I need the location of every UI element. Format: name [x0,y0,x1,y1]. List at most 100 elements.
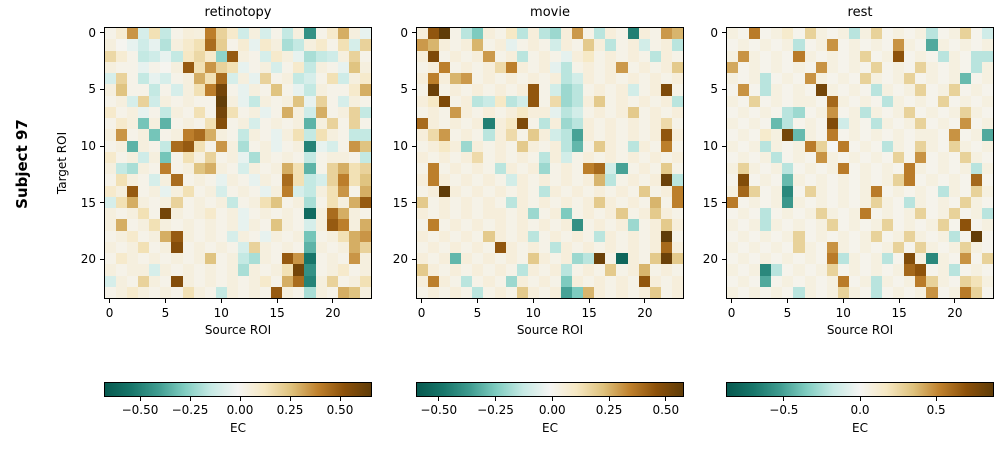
x-axis-label: Source ROI [826,323,894,337]
heatmap-cell [882,95,894,107]
heatmap-cell [105,50,117,62]
heatmap-cell [171,241,183,253]
heatmap-cell [461,140,473,152]
heatmap-cell [237,219,250,231]
heatmap-cell [727,230,739,242]
heatmap-cell [193,95,205,107]
x-tick-label: 0 [105,306,114,320]
x-tick-label: 15 [581,306,597,320]
heatmap-cell [638,163,650,175]
heatmap-cell [105,219,117,231]
heatmap-cell [605,106,617,118]
heatmap-cell [793,196,805,208]
heatmap-cell [527,28,539,40]
heatmap-cell [981,95,993,107]
heatmap-cell [760,95,772,107]
heatmap-cell [304,129,316,141]
heatmap-cell [149,129,161,141]
heatmap-cell [428,106,440,118]
heatmap-cell [215,118,227,130]
heatmap-cell [871,106,883,118]
heatmap-cell [138,264,150,276]
heatmap-cell [882,174,894,186]
heatmap-cell [893,219,905,231]
heatmap-cell [882,208,894,220]
heatmap-cell [271,50,283,62]
heatmap-cell [583,129,595,141]
heatmap-cell [671,219,683,231]
heatmap-cell [638,185,650,197]
heatmap-cell [594,61,606,73]
heatmap-cell [804,241,816,253]
heatmap-cell [249,39,261,51]
heatmap-cell [804,275,816,287]
heatmap-cell [260,151,272,163]
heatmap-cell [226,264,238,276]
heatmap-cell [516,253,528,265]
colorbar-label: EC [230,421,246,435]
heatmap-cell [105,241,117,253]
heatmap-cell [804,151,816,163]
heatmap-cell [749,253,761,265]
heatmap-cell [760,208,772,220]
heatmap-cell [837,106,849,118]
heatmap-cell [638,95,650,107]
heatmap-grid [104,27,372,299]
heatmap-cell [904,208,916,220]
heatmap-cell [771,208,783,220]
colorbar-gradient [104,382,372,397]
heatmap-cell [959,163,971,175]
heatmap-cell [249,241,261,253]
heatmap-cell [561,95,573,107]
heatmap-cell [904,219,916,231]
heatmap-cell [516,286,528,298]
colorbar-rest: EC −0.5 0.0 0.5 [726,382,994,435]
heatmap-cell [538,50,550,62]
heatmap-cell [848,219,860,231]
heatmap-cell [649,174,661,186]
heatmap-cell [616,95,628,107]
heatmap-cell [926,241,938,253]
heatmap-cell [461,286,473,298]
heatmap-cell [871,208,883,220]
heatmap-cell [893,151,905,163]
heatmap-cell [516,106,528,118]
y-tick-mark [412,145,416,147]
heatmap-cell [815,286,827,298]
heatmap-cell [127,219,139,231]
heatmap-cell [538,73,550,85]
heatmap-cell [594,95,606,107]
heatmap-cell [293,50,305,62]
heatmap-cell [782,39,794,51]
heatmap-cell [461,196,473,208]
heatmap-cell [915,106,927,118]
heatmap-cell [959,118,971,130]
heatmap-cell [171,219,183,231]
heatmap-cell [627,253,639,265]
heatmap-cell [583,28,595,40]
heatmap-cell [450,28,462,40]
heatmap-cell [483,95,495,107]
heatmap-cell [237,84,250,96]
heatmap-cell [237,50,250,62]
heatmap-cell [638,118,650,130]
heatmap-cell [871,151,883,163]
heatmap-cell [638,61,650,73]
heatmap-cell [793,118,805,130]
heatmap-cell [359,28,371,40]
heatmap-cell [771,106,783,118]
heatmap-cell [538,208,550,220]
heatmap-cell [859,95,872,107]
heatmap-cell [149,73,161,85]
colorbar-tick-label: 0.0 [850,403,870,417]
heatmap-cell [171,39,183,51]
heatmap-cell [293,185,305,197]
x-tick-mark [109,299,111,303]
heatmap-cell [738,140,750,152]
heatmap-cell [439,208,451,220]
heatmap-cell [915,84,927,96]
heatmap-cell [461,151,473,163]
heatmap-cell [116,118,128,130]
x-axis-label: Source ROI [516,323,584,337]
heatmap-cell [826,28,838,40]
